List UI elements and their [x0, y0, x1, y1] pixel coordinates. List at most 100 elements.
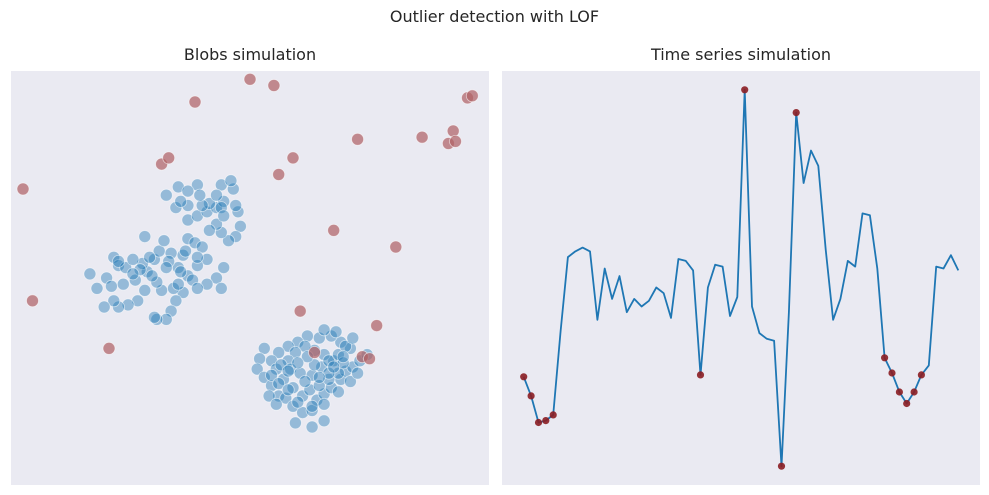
inlier-point: [222, 234, 235, 248]
inlier-point: [193, 188, 207, 202]
inlier-point: [305, 420, 319, 434]
inlier-point: [181, 184, 195, 198]
inlier-point: [116, 277, 130, 291]
outlier-marker: [903, 399, 911, 408]
outlier-point: [102, 341, 116, 355]
outlier-point: [243, 72, 257, 86]
inlier-point: [346, 331, 360, 345]
blobs-chart-title: Blobs simulation: [183, 45, 317, 64]
inlier-point: [217, 261, 231, 275]
inlier-point: [291, 395, 305, 409]
inlier-point: [288, 416, 302, 430]
timeseries-chart-title: Time series simulation: [650, 45, 832, 64]
inlier-point: [351, 366, 365, 380]
inlier-point: [224, 174, 238, 188]
inlier-point: [214, 281, 228, 295]
inlier-point: [300, 329, 314, 343]
outlier-marker: [895, 388, 904, 396]
inlier-point: [181, 232, 195, 246]
inlier-point: [329, 325, 343, 339]
inlier-point: [145, 269, 159, 283]
outlier-point: [293, 304, 307, 318]
inlier-point: [174, 265, 188, 279]
inlier-point: [210, 271, 223, 285]
inlier-point: [327, 360, 341, 374]
outlier-point: [26, 294, 39, 308]
inlier-point: [121, 298, 135, 312]
inlier-point: [343, 375, 357, 388]
inlier-point: [143, 250, 157, 264]
inlier-point: [265, 379, 278, 393]
inlier-point: [150, 312, 164, 326]
outlier-marker: [910, 388, 918, 396]
inlier-point: [190, 250, 204, 264]
inlier-point: [317, 414, 331, 428]
inlier-point: [317, 323, 331, 337]
inlier-point: [262, 389, 276, 403]
inlier-point: [195, 199, 209, 212]
outlier-point: [286, 151, 300, 165]
inlier-point: [272, 346, 286, 359]
inlier-point: [214, 201, 228, 215]
inlier-point: [281, 364, 295, 378]
outlier-point: [308, 346, 321, 359]
outlier-marker: [792, 109, 800, 117]
outlier-marker: [881, 354, 889, 362]
inlier-point: [195, 240, 209, 254]
inlier-point: [179, 244, 192, 258]
inlier-point: [331, 385, 345, 399]
outlier-marker: [527, 392, 535, 400]
blobs-plot-area: [11, 71, 489, 485]
inlier-point: [210, 188, 223, 202]
inlier-point: [176, 248, 190, 262]
inlier-point: [279, 391, 293, 405]
timeseries-marks: [520, 86, 960, 470]
inlier-point: [126, 252, 140, 266]
outlier-point: [446, 124, 460, 138]
inlier-point: [305, 404, 319, 417]
inlier-point: [336, 350, 350, 364]
inlier-point: [291, 356, 305, 370]
inlier-point: [305, 399, 319, 413]
inlier-point: [190, 209, 204, 223]
inlier-point: [257, 370, 271, 384]
outlier-marker: [777, 462, 786, 470]
inlier-point: [171, 180, 185, 194]
inlier-point: [169, 294, 183, 308]
inlier-point: [253, 352, 267, 366]
outlier-point: [16, 182, 30, 196]
inlier-point: [107, 294, 121, 308]
inlier-point: [250, 362, 264, 376]
inlier-point: [281, 383, 295, 397]
inlier-point: [229, 199, 243, 212]
inlier-point: [112, 259, 125, 273]
inlier-point: [174, 194, 188, 208]
inlier-point: [90, 281, 104, 295]
outlier-marker: [741, 86, 749, 94]
inlier-point: [226, 182, 240, 196]
inlier-point: [112, 254, 125, 268]
outlier-point: [415, 130, 429, 144]
inlier-point: [97, 300, 111, 314]
outlier-marker: [534, 418, 543, 427]
inlier-point: [200, 252, 214, 266]
outlier-point: [272, 168, 286, 181]
inlier-point: [265, 368, 278, 382]
inlier-point: [291, 335, 305, 349]
inlier-point: [188, 236, 202, 250]
outlier-point: [267, 79, 281, 92]
inlier-point: [298, 375, 312, 388]
inlier-point: [281, 354, 295, 368]
inlier-point: [202, 223, 216, 237]
inlier-point: [272, 377, 286, 391]
outlier-point: [389, 240, 403, 254]
timeseries-plot-area: [502, 71, 980, 485]
inlier-point: [157, 234, 171, 248]
outlier-marker: [520, 373, 528, 381]
inlier-point: [147, 310, 161, 324]
inlier-point: [83, 267, 97, 281]
inlier-point: [159, 188, 173, 202]
inlier-point: [190, 281, 204, 295]
inlier-point: [131, 294, 145, 308]
